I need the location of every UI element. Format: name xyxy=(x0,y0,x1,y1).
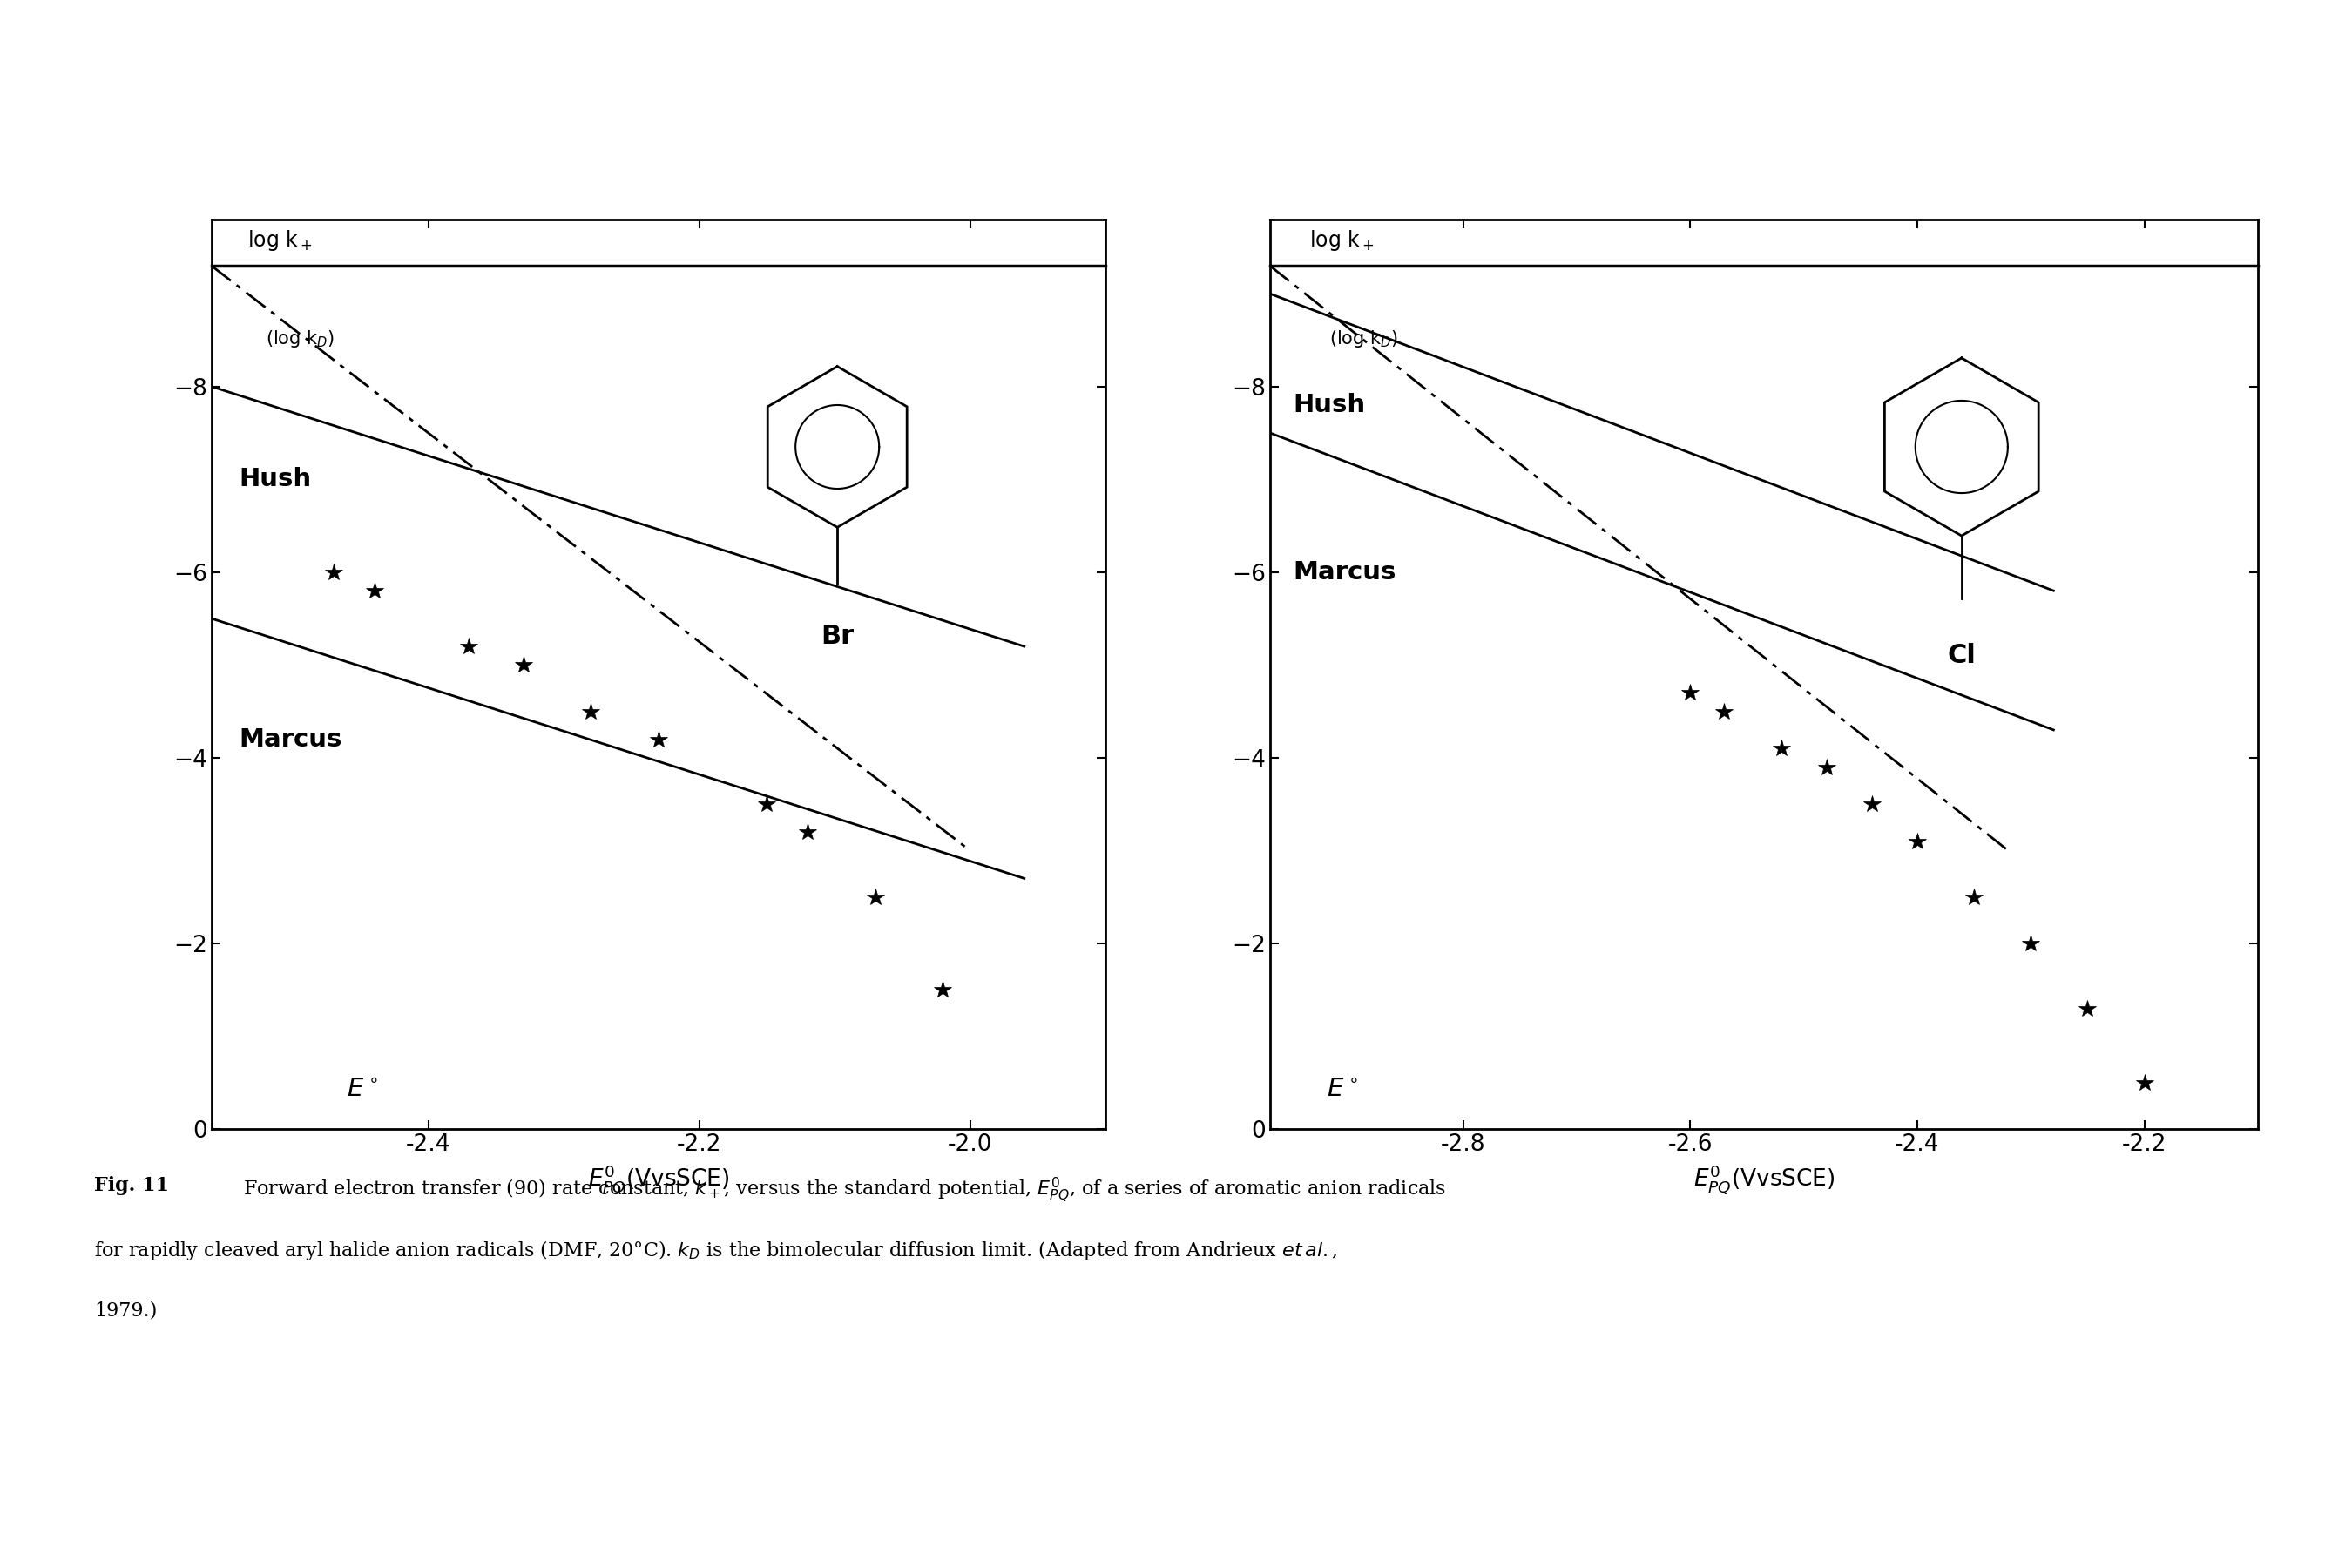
Text: (log k$_D$): (log k$_D$) xyxy=(1329,329,1399,350)
X-axis label: $E^0_{PQ}$(VvsSCE): $E^0_{PQ}$(VvsSCE) xyxy=(588,1163,729,1196)
Text: Forward electron transfer (90) rate constant, $k_+$, versus the standard potenti: Forward electron transfer (90) rate cons… xyxy=(230,1176,1446,1204)
X-axis label: $E^0_{PQ}$(VvsSCE): $E^0_{PQ}$(VvsSCE) xyxy=(1693,1163,1835,1196)
Text: Hush: Hush xyxy=(240,467,310,491)
Text: log k$_+$: log k$_+$ xyxy=(1310,229,1376,252)
Text: Fig. 11: Fig. 11 xyxy=(94,1176,169,1195)
Text: (log k$_D$): (log k$_D$) xyxy=(266,329,334,350)
Text: Marcus: Marcus xyxy=(240,728,341,751)
Text: 1979.): 1979.) xyxy=(94,1301,158,1320)
Text: Marcus: Marcus xyxy=(1294,560,1395,585)
Text: Hush: Hush xyxy=(1294,394,1364,417)
Text: Cl: Cl xyxy=(1947,643,1976,668)
Text: $E^\circ$: $E^\circ$ xyxy=(348,1077,379,1101)
Text: log k$_+$: log k$_+$ xyxy=(247,229,313,252)
Text: for rapidly cleaved aryl halide anion radicals (DMF, 20°C). $k_D$ is the bimolec: for rapidly cleaved aryl halide anion ra… xyxy=(94,1239,1338,1262)
Text: $E^\circ$: $E^\circ$ xyxy=(1327,1077,1357,1101)
Text: Br: Br xyxy=(821,624,854,649)
